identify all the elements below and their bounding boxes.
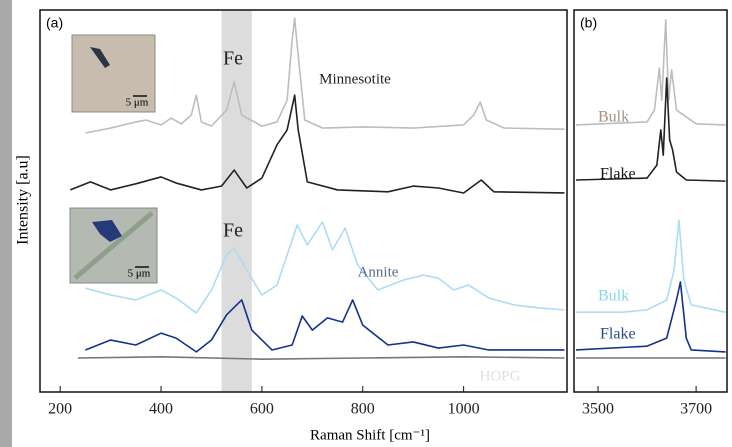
series-label: Flake <box>600 326 636 343</box>
annotation: Minnesotite <box>319 71 391 87</box>
x-tick-label: 600 <box>250 401 274 418</box>
y-axis-label: Intensity [a.u] <box>15 155 32 245</box>
inset-photo <box>71 34 156 113</box>
scale-label: 5 μm <box>126 97 149 109</box>
flake-shape <box>90 47 110 68</box>
panel-label: (b) <box>580 15 597 31</box>
spectrum-line <box>85 17 565 134</box>
series-label: Bulk <box>598 109 629 126</box>
x-tick-label: 3500 <box>582 401 614 418</box>
annotation: Fe <box>223 48 243 70</box>
spectrum-line <box>69 94 565 194</box>
fe-band <box>221 10 252 392</box>
x-tick-label: 800 <box>351 401 375 418</box>
annotation: HOPG <box>480 368 521 384</box>
spectrum-line <box>575 77 726 182</box>
x-tick-label: 1000 <box>448 401 480 418</box>
inset-streak <box>73 211 154 280</box>
scale-label: 5 μm <box>128 268 151 280</box>
spectrum-line <box>575 281 726 353</box>
x-tick-label: 200 <box>48 401 72 418</box>
x-tick-label: 3700 <box>680 401 712 418</box>
annotation: Annite <box>358 264 399 280</box>
flake-shape <box>92 220 122 242</box>
plot-frame <box>573 9 728 393</box>
spectrum-line <box>77 356 565 360</box>
series-label: Bulk <box>598 288 629 305</box>
spectrum-line <box>85 221 565 314</box>
series-label: Flake <box>600 166 636 183</box>
side-strip <box>0 0 12 447</box>
plot-frame <box>39 9 568 393</box>
spectrum-line <box>575 19 726 126</box>
spectrum-line <box>85 299 565 353</box>
x-tick-label: 400 <box>149 401 173 418</box>
spectrum-line <box>575 219 726 313</box>
annotation: Fe <box>223 220 243 242</box>
panel-label: (a) <box>46 15 63 31</box>
x-axis-label: Raman Shift [cm⁻¹] <box>310 427 430 443</box>
